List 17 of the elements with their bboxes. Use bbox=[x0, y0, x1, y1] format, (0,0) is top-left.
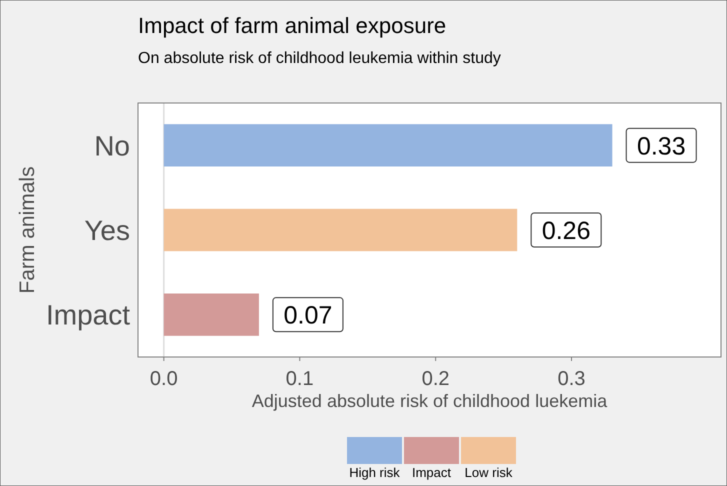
x-tick-label: 0.1 bbox=[286, 368, 314, 390]
data-label: 0.26 bbox=[542, 217, 590, 245]
y-tick-label: Impact bbox=[46, 300, 130, 331]
y-tick-label: Yes bbox=[84, 215, 130, 246]
data-label: 0.07 bbox=[284, 302, 332, 330]
data-label: 0.33 bbox=[636, 132, 686, 160]
legend-label: High risk bbox=[349, 465, 400, 480]
x-tick-label: 0.3 bbox=[558, 368, 586, 390]
legend-label: Low risk bbox=[464, 465, 513, 480]
x-tick-label: 0.2 bbox=[422, 368, 450, 390]
y-tick-label: No bbox=[94, 130, 130, 162]
chart-title: Impact of farm animal exposure bbox=[138, 13, 446, 38]
y-axis-title: Farm animals bbox=[16, 166, 39, 294]
x-tick-label: 0.0 bbox=[150, 368, 178, 390]
legend-label: Impact bbox=[412, 465, 452, 480]
x-axis-title: Adjusted absolute risk of childhood luekemia bbox=[252, 391, 608, 411]
chart-subtitle: On absolute risk of childhood leukemia within study bbox=[138, 50, 501, 67]
